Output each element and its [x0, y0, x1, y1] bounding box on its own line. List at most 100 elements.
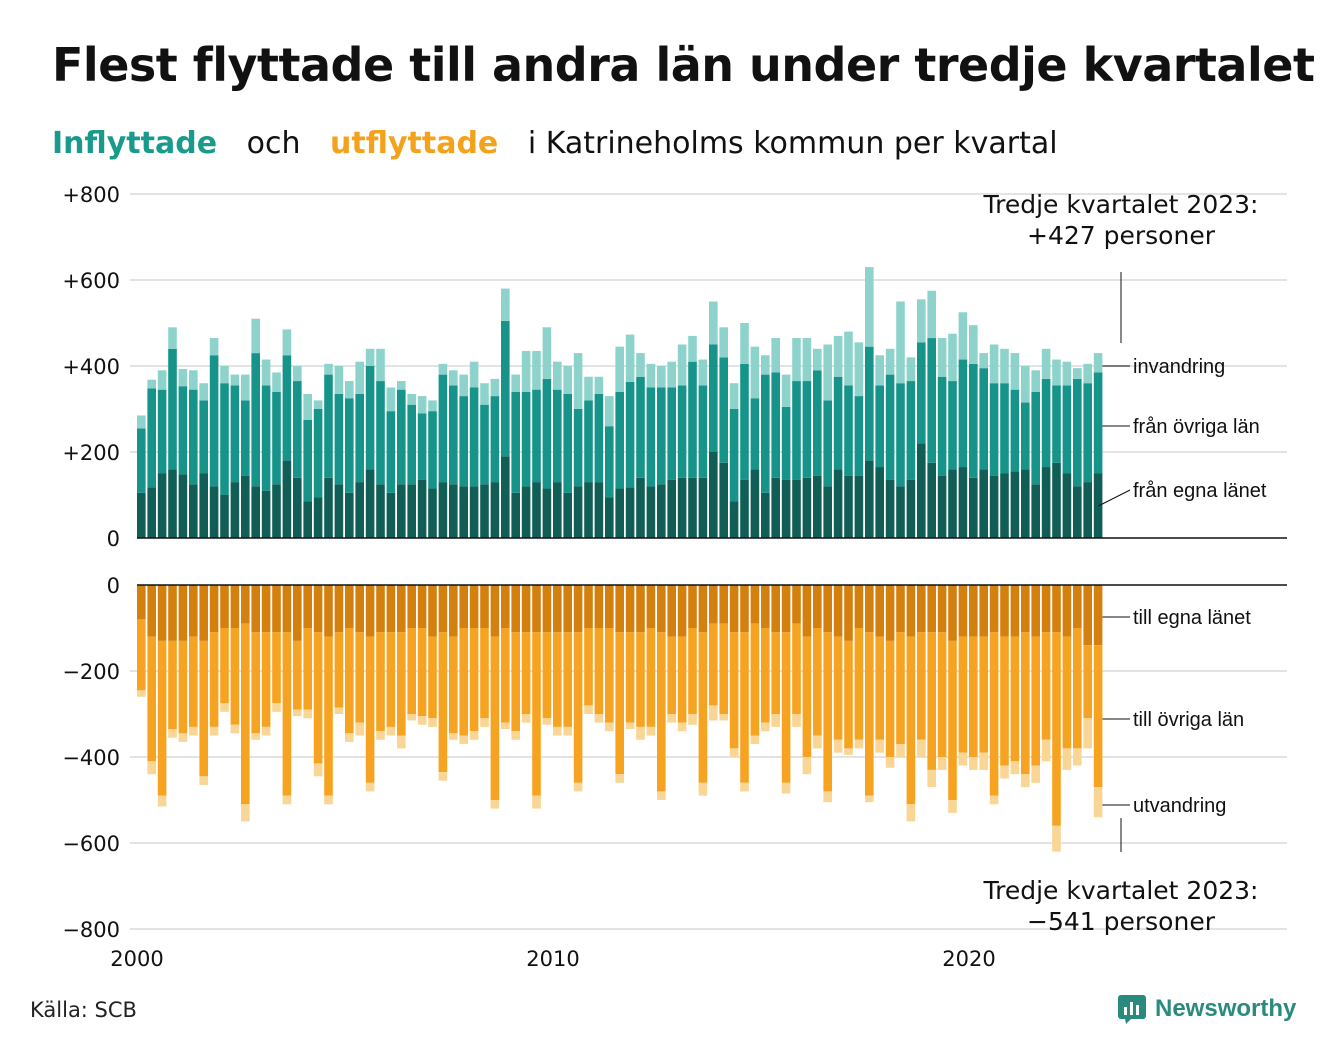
bar-out-1: [1000, 636, 1009, 766]
bar-in-2: [168, 327, 177, 349]
bar-out-1: [761, 628, 770, 723]
bar-out-2: [1021, 774, 1030, 788]
bar-out-2: [719, 714, 728, 721]
bar-out-2: [761, 722, 770, 732]
bar-out-0: [199, 585, 208, 641]
bar-out-1: [293, 640, 302, 710]
bar-in-1: [1093, 372, 1103, 474]
bar-out-1: [386, 632, 396, 727]
bar-out-1: [209, 632, 219, 727]
segment-label-out: till övriga län: [1133, 709, 1244, 731]
bar-out-0: [896, 585, 905, 633]
bar-out-1: [303, 628, 312, 710]
bar-in-2: [625, 334, 635, 382]
bar-in-2: [636, 353, 645, 377]
baselines: [137, 537, 1287, 586]
bar-in-0: [501, 456, 510, 538]
bar-out-1: [407, 628, 416, 714]
bar-in-1: [1073, 378, 1082, 487]
bar-out-1: [168, 640, 177, 730]
bar-out-0: [750, 585, 760, 624]
bar-out-1: [428, 636, 437, 719]
bar-out-1: [241, 623, 250, 805]
bar-in-1: [355, 393, 364, 483]
bar-in-0: [209, 486, 219, 538]
bar-in-2: [573, 353, 583, 409]
bar-out-2: [490, 800, 500, 809]
bar-in-1: [1031, 391, 1040, 485]
bar-out-0: [563, 585, 572, 633]
bar-in-2: [137, 415, 146, 429]
y-tick-label: −600: [62, 832, 120, 856]
subtitle-utflyttade: utflyttade: [330, 126, 499, 161]
bar-out-0: [1041, 585, 1051, 633]
bar-out-2: [688, 714, 697, 725]
bar-in-2: [792, 338, 801, 382]
bar-out-1: [917, 632, 926, 740]
bar-out-2: [272, 703, 281, 712]
bar-out-1: [532, 632, 541, 796]
bar-in-1: [948, 381, 957, 470]
y-axis: +800 +600 +400 +200 0 0 −200 −400 −600 −800: [62, 183, 120, 942]
bar-in-0: [948, 469, 957, 538]
bar-out-1: [1093, 645, 1103, 788]
bar-in-2: [989, 344, 999, 384]
bar-out-1: [1062, 636, 1072, 749]
bar-out-2: [584, 705, 593, 714]
chart-title: Flest flyttade till andra län under tred…: [52, 38, 1315, 92]
bar-out-0: [168, 585, 177, 641]
x-tick-label: 2020: [942, 947, 995, 971]
bar-in-1: [865, 346, 874, 461]
bar-in-1: [553, 389, 562, 483]
bar-in-1: [386, 411, 396, 493]
bar-out-2: [397, 735, 406, 749]
bar-out-2: [833, 739, 843, 753]
bar-in-0: [469, 486, 479, 538]
bar-in-0: [542, 488, 552, 538]
bar-out-0: [1031, 585, 1040, 637]
bar-in-1: [854, 396, 864, 476]
y-tick-label: +800: [62, 183, 120, 207]
bar-in-0: [334, 484, 344, 538]
bar-out-0: [792, 585, 801, 624]
bar-out-2: [303, 709, 312, 719]
bar-in-2: [365, 348, 375, 366]
bar-in-2: [1093, 353, 1103, 373]
bar-in-2: [293, 366, 302, 382]
bar-in-1: [407, 404, 416, 485]
bar-out-1: [449, 636, 458, 734]
bar-out-2: [657, 791, 666, 800]
bar-in-1: [750, 398, 760, 470]
bar-out-1: [469, 628, 479, 732]
bar-out-0: [979, 585, 988, 637]
bar-in-0: [719, 462, 728, 538]
bar-out-0: [303, 585, 312, 628]
bar-out-1: [865, 632, 874, 796]
bar-out-1: [220, 628, 229, 704]
bar-in-1: [969, 363, 978, 478]
bar-out-1: [1010, 636, 1020, 762]
bar-out-2: [677, 722, 687, 732]
subtitle-inflyttade: Inflyttade: [52, 126, 218, 161]
bar-out-0: [147, 585, 156, 637]
bar-out-1: [490, 636, 500, 800]
bar-in-1: [178, 386, 188, 475]
x-axis: 2000 2010 2020: [110, 947, 995, 971]
bar-out-2: [917, 739, 926, 757]
bar-in-0: [532, 482, 541, 538]
bar-out-2: [220, 703, 229, 712]
bar-in-1: [719, 357, 728, 463]
bar-in-0: [178, 474, 188, 538]
bar-out-0: [449, 585, 458, 637]
bar-out-2: [823, 791, 832, 803]
bar-in-1: [168, 348, 177, 470]
bar-out-2: [459, 735, 468, 745]
bar-in-1: [698, 385, 708, 478]
bar-in-2: [979, 353, 988, 369]
bar-in-1: [1041, 378, 1051, 468]
bar-in-0: [646, 486, 656, 538]
bar-in-0: [989, 475, 999, 538]
bar-in-2: [417, 396, 427, 414]
bar-in-2: [334, 366, 344, 394]
bar-in-0: [397, 484, 406, 538]
